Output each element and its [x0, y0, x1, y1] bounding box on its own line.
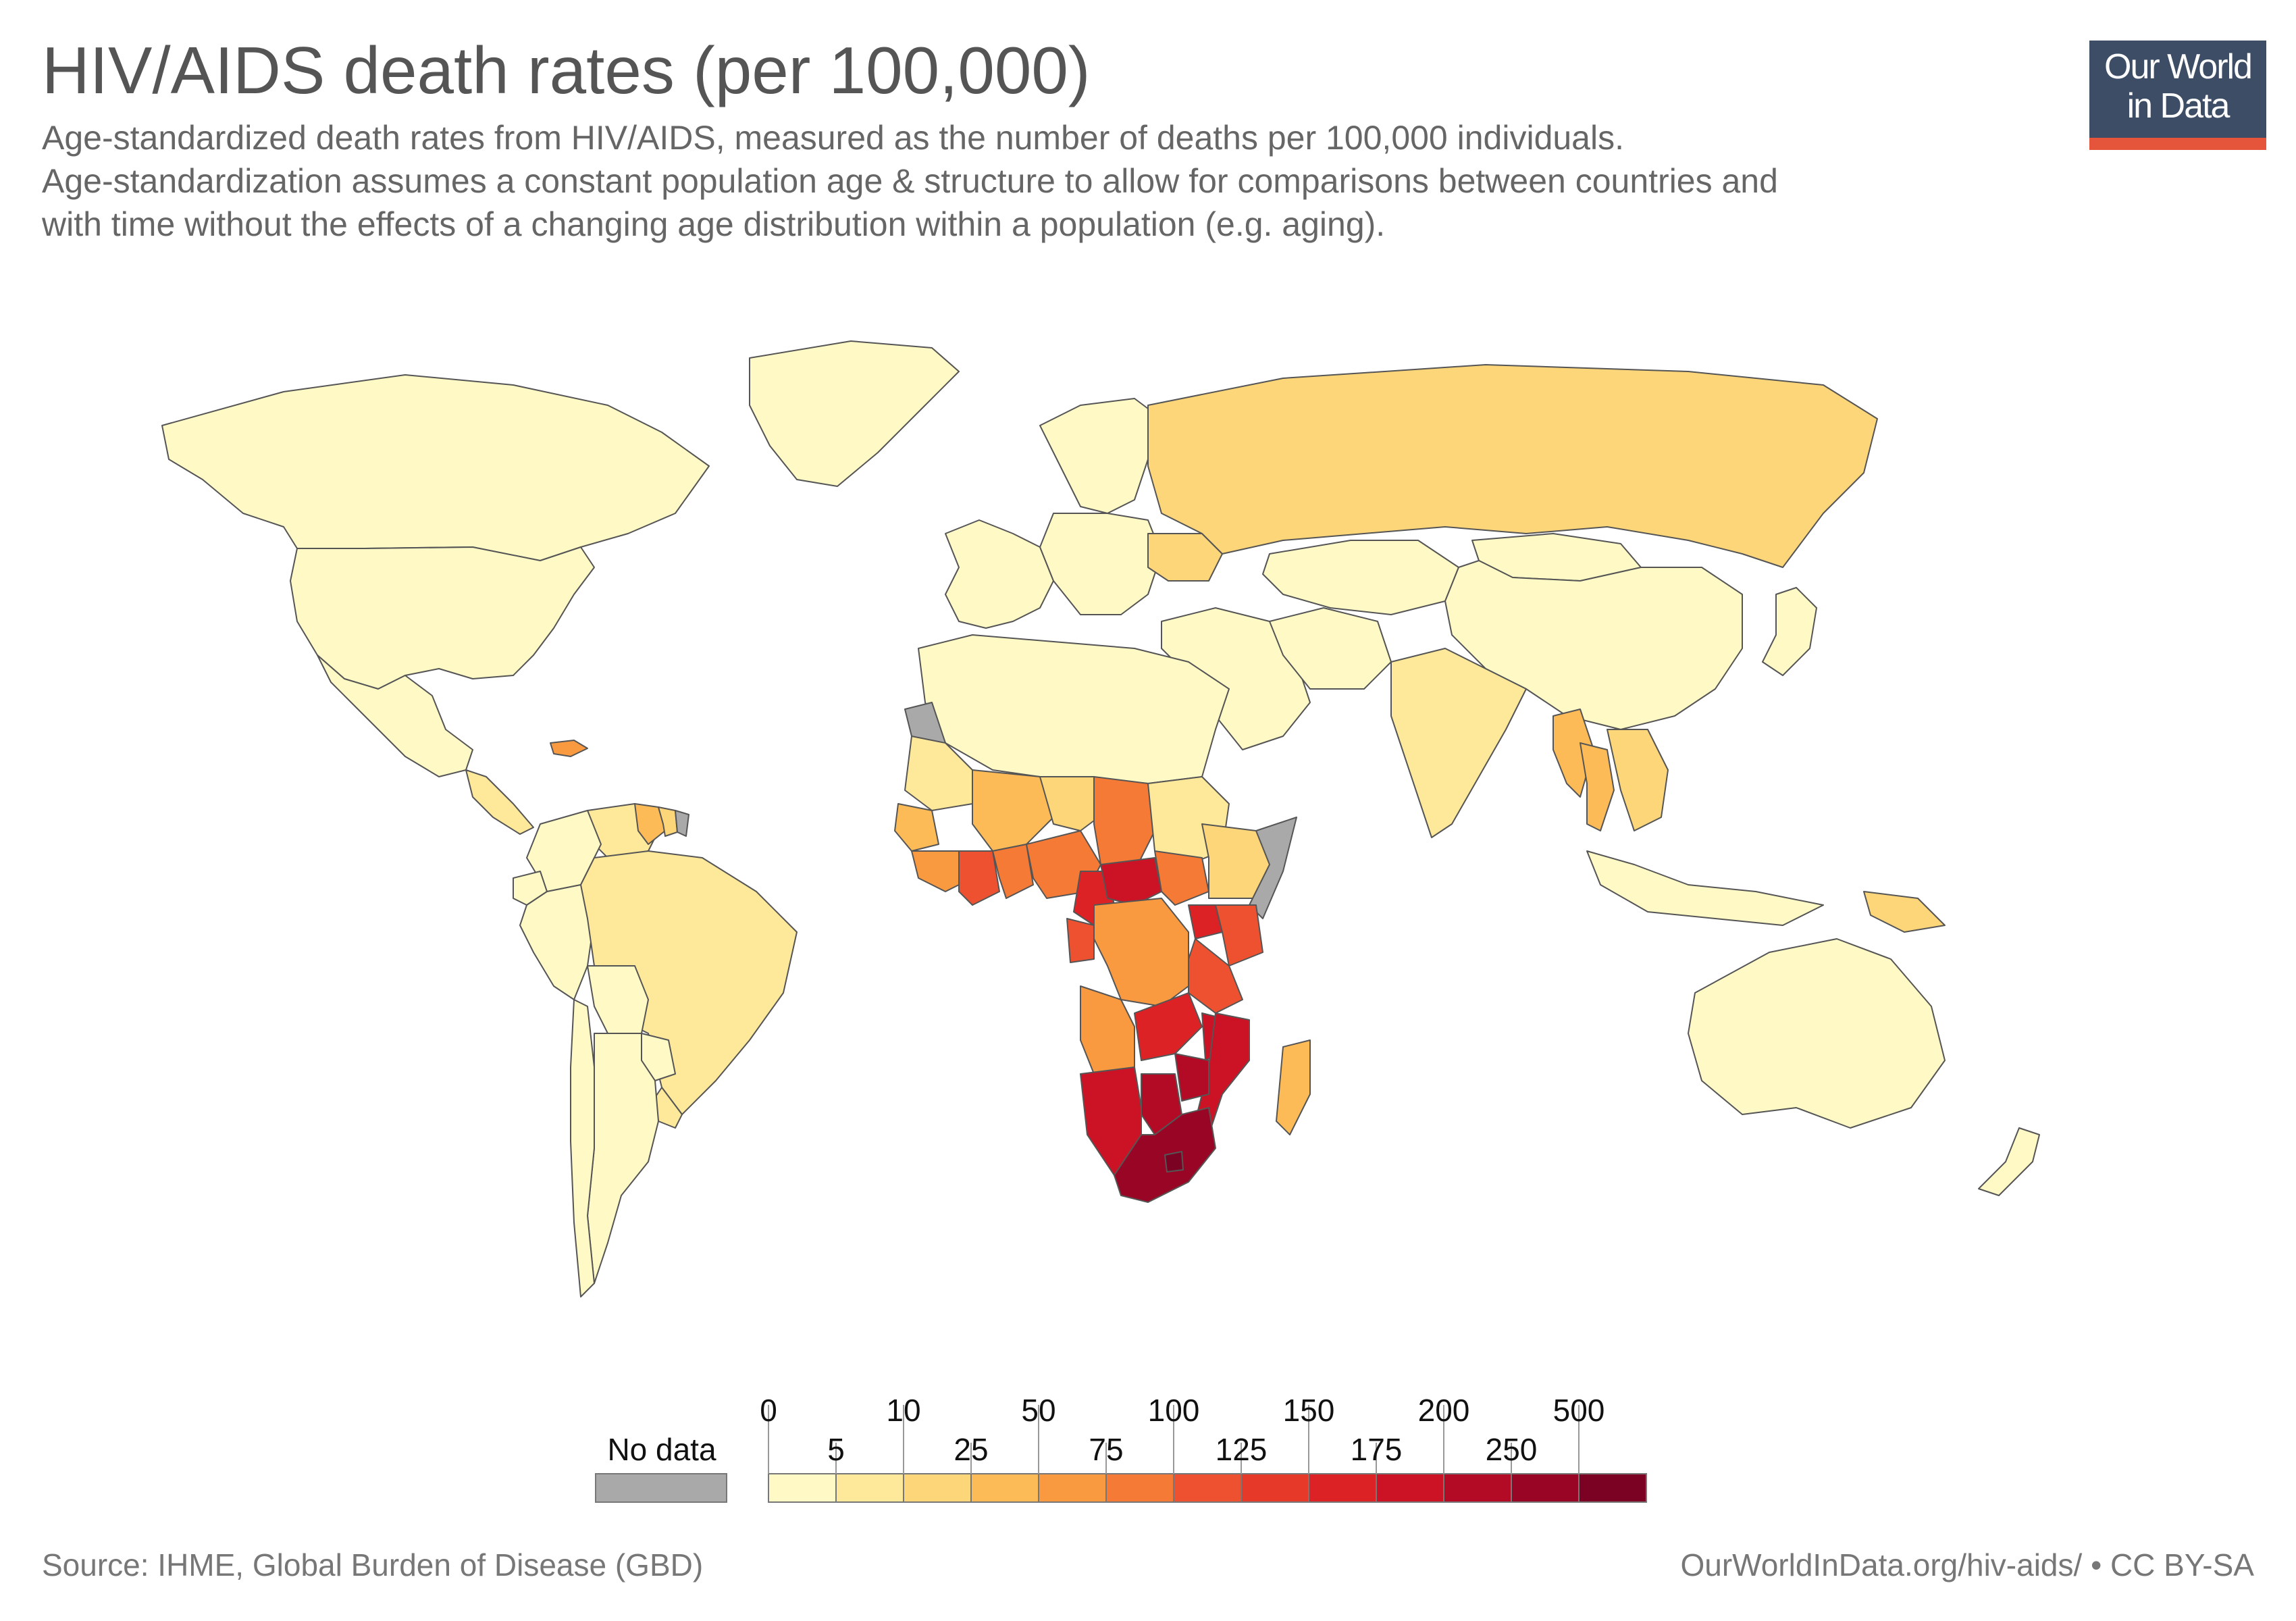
region-indochina[interactable]: Indochina: [1607, 729, 1669, 831]
region-senegal[interactable]: Senegal: [894, 803, 939, 852]
source-note: Source: IHME, Global Burden of Disease (…: [42, 1547, 704, 1583]
region-indonesia[interactable]: Indonesia: [1586, 850, 1824, 926]
legend-bottom-label: 5: [827, 1432, 845, 1467]
legend-top-label: 500: [1553, 1393, 1605, 1428]
license-link[interactable]: OurWorldInData.org/hiv-aids/ • CC BY-SA: [1680, 1547, 2254, 1583]
region-thailand[interactable]: Thailand: [1580, 742, 1615, 831]
region-chile[interactable]: Chile: [570, 999, 595, 1297]
region-united-states[interactable]: United States: [290, 546, 595, 690]
region-argentina[interactable]: Argentina: [587, 1033, 659, 1284]
legend-top-label: 0: [760, 1393, 777, 1428]
region-chad[interactable]: Chad: [1093, 776, 1155, 872]
region-suriname[interactable]: Suriname: [658, 806, 678, 837]
region-brazil[interactable]: Brazil: [580, 850, 798, 1115]
region-western-europe[interactable]: Western Europe: [945, 519, 1054, 629]
region-bolivia[interactable]: Bolivia: [587, 965, 649, 1034]
legend-swatch-175-200: [1376, 1473, 1444, 1503]
legend-swatch-0-5: [768, 1473, 837, 1503]
legend-swatch-50-75: [1038, 1473, 1107, 1503]
region-ghana[interactable]: Ghana: [992, 844, 1034, 899]
legend-swatch-200-250: [1443, 1473, 1512, 1503]
region-haiti[interactable]: Haiti: [550, 740, 588, 757]
region-zambia[interactable]: Zambia: [1134, 992, 1203, 1061]
legend-swatch-125-150: [1241, 1473, 1309, 1503]
region-iran[interactable]: Iran: [1269, 607, 1392, 690]
region-greenland[interactable]: Greenland: [749, 340, 960, 487]
region-gabon[interactable]: Gabon: [1066, 918, 1095, 963]
region-canada[interactable]: Canada: [161, 374, 710, 561]
region-central-america[interactable]: Central America: [465, 769, 534, 835]
region-zimbabwe[interactable]: Zimbabwe: [1174, 1053, 1209, 1102]
legend-swatch->500: [1578, 1473, 1647, 1503]
region-new-zealand[interactable]: New Zealand: [1978, 1127, 2040, 1196]
region-australia[interactable]: Australia: [1688, 938, 1946, 1129]
chart-subtitle: Age-standardized death rates from HIV/AI…: [42, 116, 2068, 246]
owid-logo[interactable]: Our World in Data: [2089, 41, 2266, 150]
logo-accent-bar: [2089, 138, 2266, 150]
logo-text-line1: Our World: [2104, 47, 2253, 86]
legend-top-label: 150: [1283, 1393, 1335, 1428]
legend-swatch-5-10: [835, 1473, 904, 1503]
legend-swatch-150-175: [1308, 1473, 1377, 1503]
region-french-guiana[interactable]: French Guiana: [675, 810, 689, 837]
region-mexico[interactable]: Mexico: [317, 654, 473, 777]
legend-bottom-label: 125: [1216, 1432, 1268, 1467]
legend-top-label: 10: [886, 1393, 920, 1428]
region-madagascar[interactable]: Madagascar: [1276, 1039, 1311, 1135]
legend-swatch-100-125: [1173, 1473, 1242, 1503]
legend-top-label: 100: [1148, 1393, 1200, 1428]
region-papua-new-guinea[interactable]: Papua New Guinea: [1863, 891, 1946, 933]
region-kazakhstan[interactable]: Kazakhstan: [1262, 540, 1459, 615]
region-india[interactable]: India: [1390, 648, 1527, 838]
chart-title: HIV/AIDS death rates (per 100,000): [42, 33, 1091, 107]
region-scandinavia[interactable]: Scandinavia: [1039, 398, 1162, 514]
legend-bottom-label: 75: [1089, 1432, 1123, 1467]
legend-top-label: 200: [1418, 1393, 1470, 1428]
region-myanmar[interactable]: Myanmar: [1553, 709, 1594, 798]
region-russia[interactable]: Russia: [1147, 364, 1878, 568]
region-kenya[interactable]: Kenya: [1215, 904, 1263, 967]
legend-bottom-label: 25: [954, 1432, 988, 1467]
region-dr-congo[interactable]: DR Congo: [1093, 898, 1189, 1007]
legend-swatch-10-25: [903, 1473, 972, 1503]
legend-no-data-label: No data: [607, 1432, 716, 1467]
subtitle-line: Age-standardized death rates from HIV/AI…: [42, 119, 1624, 157]
logo-text-line2: in Data: [2127, 86, 2230, 126]
region-somalia[interactable]: Somalia: [1249, 817, 1297, 919]
legend-bottom-label: 175: [1351, 1432, 1403, 1467]
legend-swatch-75-100: [1105, 1473, 1174, 1503]
region-central-african-republic[interactable]: Central African Republic: [1100, 857, 1162, 906]
world-map: CanadaGreenlandUnited StatesMexicoCentra…: [161, 340, 2040, 1297]
subtitle-line: Age-standardization assumes a constant p…: [42, 162, 1778, 200]
subtitle-line: with time without the effects of a chang…: [42, 205, 1386, 243]
region-south-sudan[interactable]: South Sudan: [1154, 850, 1209, 906]
legend-bottom-label: 250: [1486, 1432, 1538, 1467]
legend-swatch-25-50: [970, 1473, 1039, 1503]
region-cote-d-ivoire[interactable]: Cote d'Ivoire: [958, 850, 1000, 906]
region-eastern-europe[interactable]: Eastern Europe: [1039, 513, 1162, 615]
legend-no-data-swatch: [595, 1473, 727, 1503]
legend-swatch-250-500: [1511, 1473, 1580, 1503]
region-lesotho[interactable]: Lesotho: [1164, 1151, 1184, 1173]
region-peru[interactable]: Peru: [519, 884, 595, 1000]
region-japan[interactable]: Japan: [1762, 587, 1817, 676]
color-legend: No data 0 10 50 100 150 200 500 5 25 75 125 175 250: [595, 1393, 1647, 1503]
region-guyana[interactable]: Guyana: [634, 803, 666, 845]
legend-top-label: 50: [1021, 1393, 1055, 1428]
